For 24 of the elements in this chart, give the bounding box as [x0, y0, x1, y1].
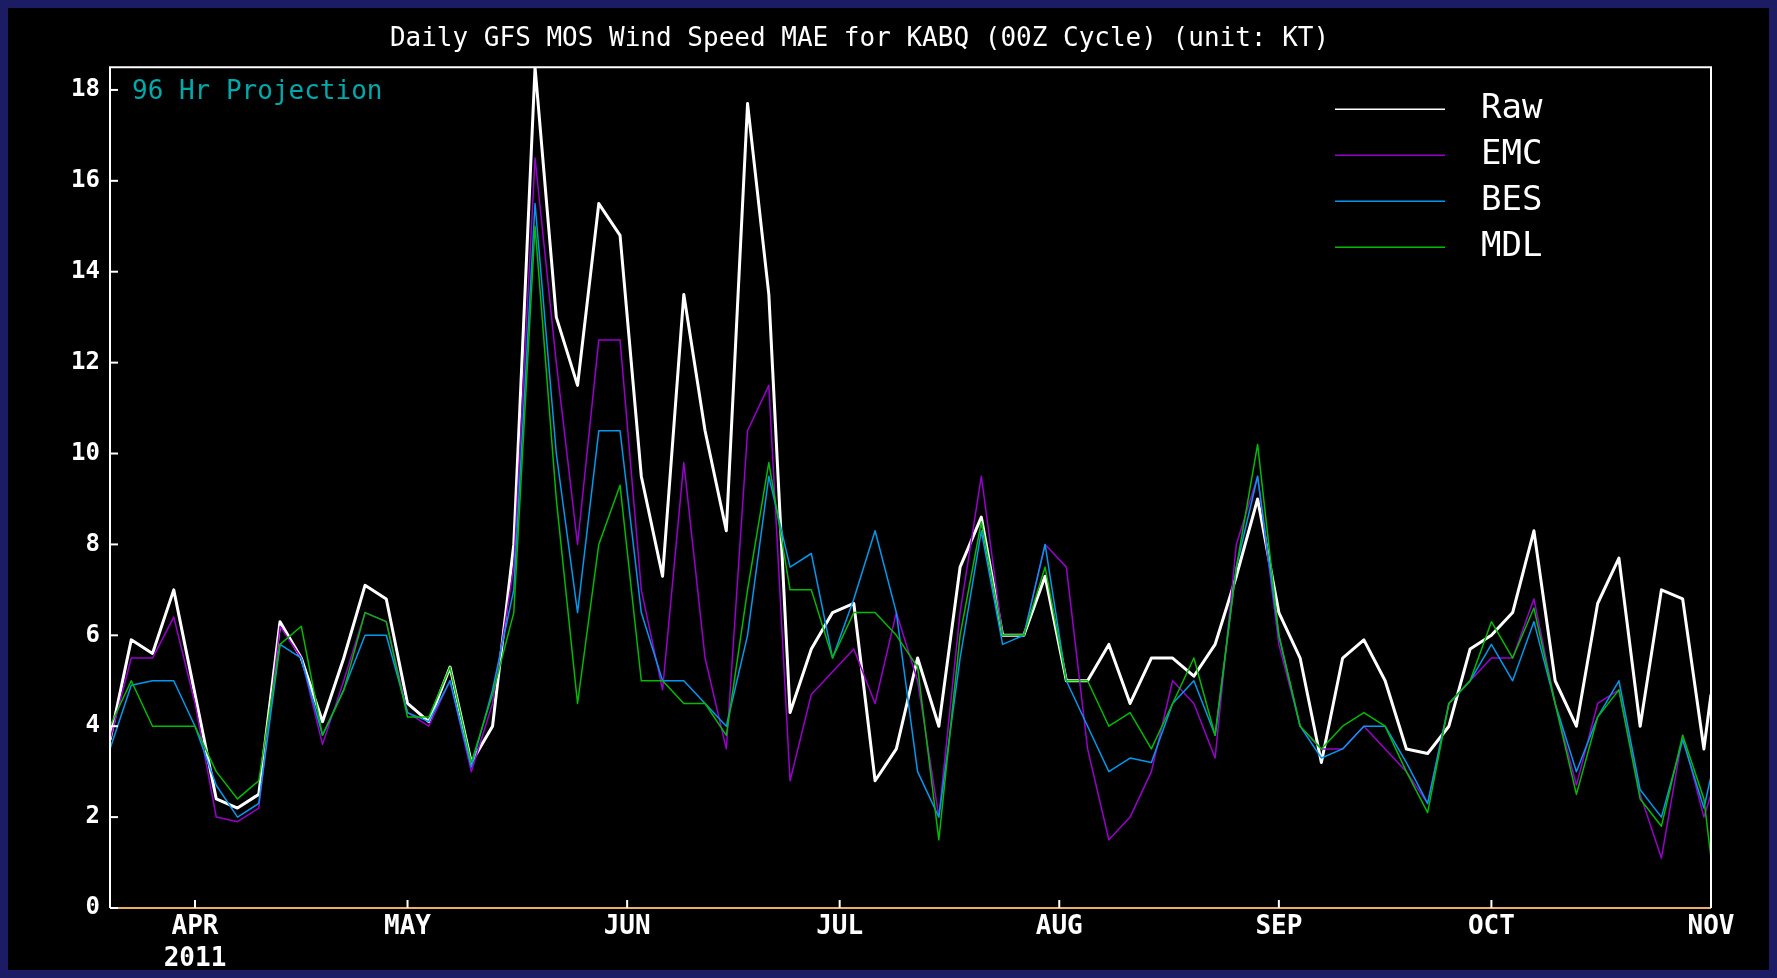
y-tick-label: 14 — [71, 255, 100, 284]
x-tick-label: AUG — [1035, 910, 1083, 941]
x-tick-label: JUN — [603, 910, 651, 941]
y-tick-label: 16 — [71, 165, 100, 194]
x-tick-label: JUL — [816, 910, 864, 941]
legend-label: Raw — [1481, 86, 1543, 127]
annotation: 96 Hr Projection — [132, 74, 383, 105]
y-tick-label: 2 — [85, 801, 100, 830]
legend-label: MDL — [1481, 224, 1543, 265]
x-tick-label: OCT — [1467, 910, 1515, 941]
legend-label: BES — [1481, 178, 1543, 219]
x-tick-label: APR 2011 — [163, 910, 227, 972]
y-tick-label: 6 — [85, 619, 100, 648]
y-tick-label: 0 — [85, 892, 100, 921]
x-tick-label: NOV — [1687, 910, 1735, 941]
y-tick-label: 8 — [85, 528, 100, 557]
x-tick-label: SEP — [1255, 910, 1303, 941]
y-tick-label: 4 — [85, 710, 100, 739]
x-tick-label: MAY — [384, 910, 432, 941]
chart-title: Daily GFS MOS Wind Speed MAE for KABQ (00Z Cycle) (unit: KT) — [389, 22, 1330, 53]
y-tick-label: 10 — [71, 437, 100, 466]
y-tick-label: 18 — [71, 74, 100, 103]
legend-label: EMC — [1481, 132, 1543, 173]
y-tick-label: 12 — [71, 346, 100, 375]
